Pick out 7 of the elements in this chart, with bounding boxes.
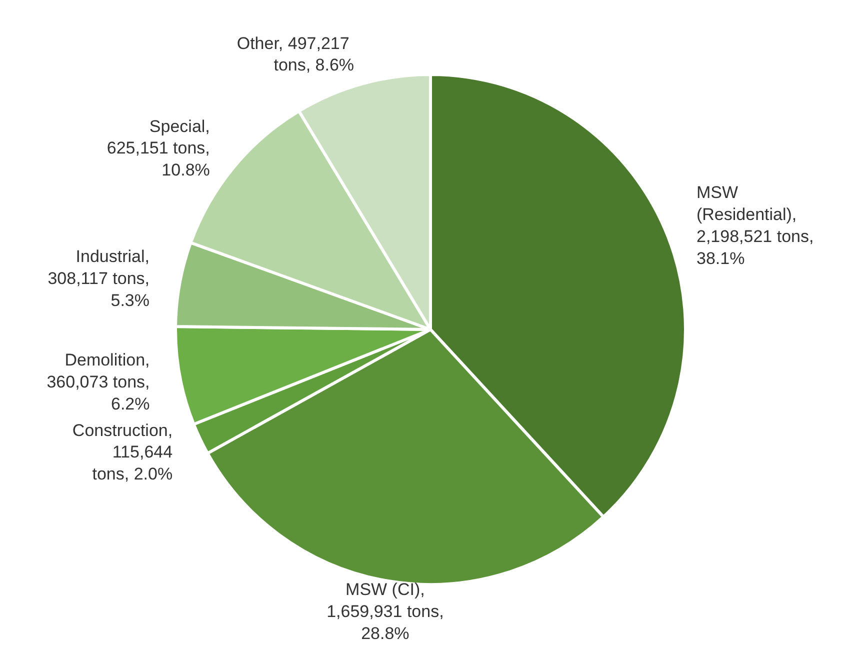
slice-label: Industrial, 308,117 tons, 5.3% <box>48 247 150 310</box>
slice-label: Demolition, 360,073 tons, 6.2% <box>46 350 150 414</box>
slice-label: Special, 625,151 tons, 10.8% <box>106 116 210 180</box>
slice-label: Other, 497,217 tons, 8.6% <box>236 34 354 75</box>
slice-label: MSW (Residential), 2,198,521 tons, 38.1% <box>696 183 814 268</box>
slice-label: Construction, 115,644 tons, 2.0% <box>72 420 173 484</box>
slice-label: MSW (CI), 1,659,931 tons, 28.8% <box>326 580 444 643</box>
